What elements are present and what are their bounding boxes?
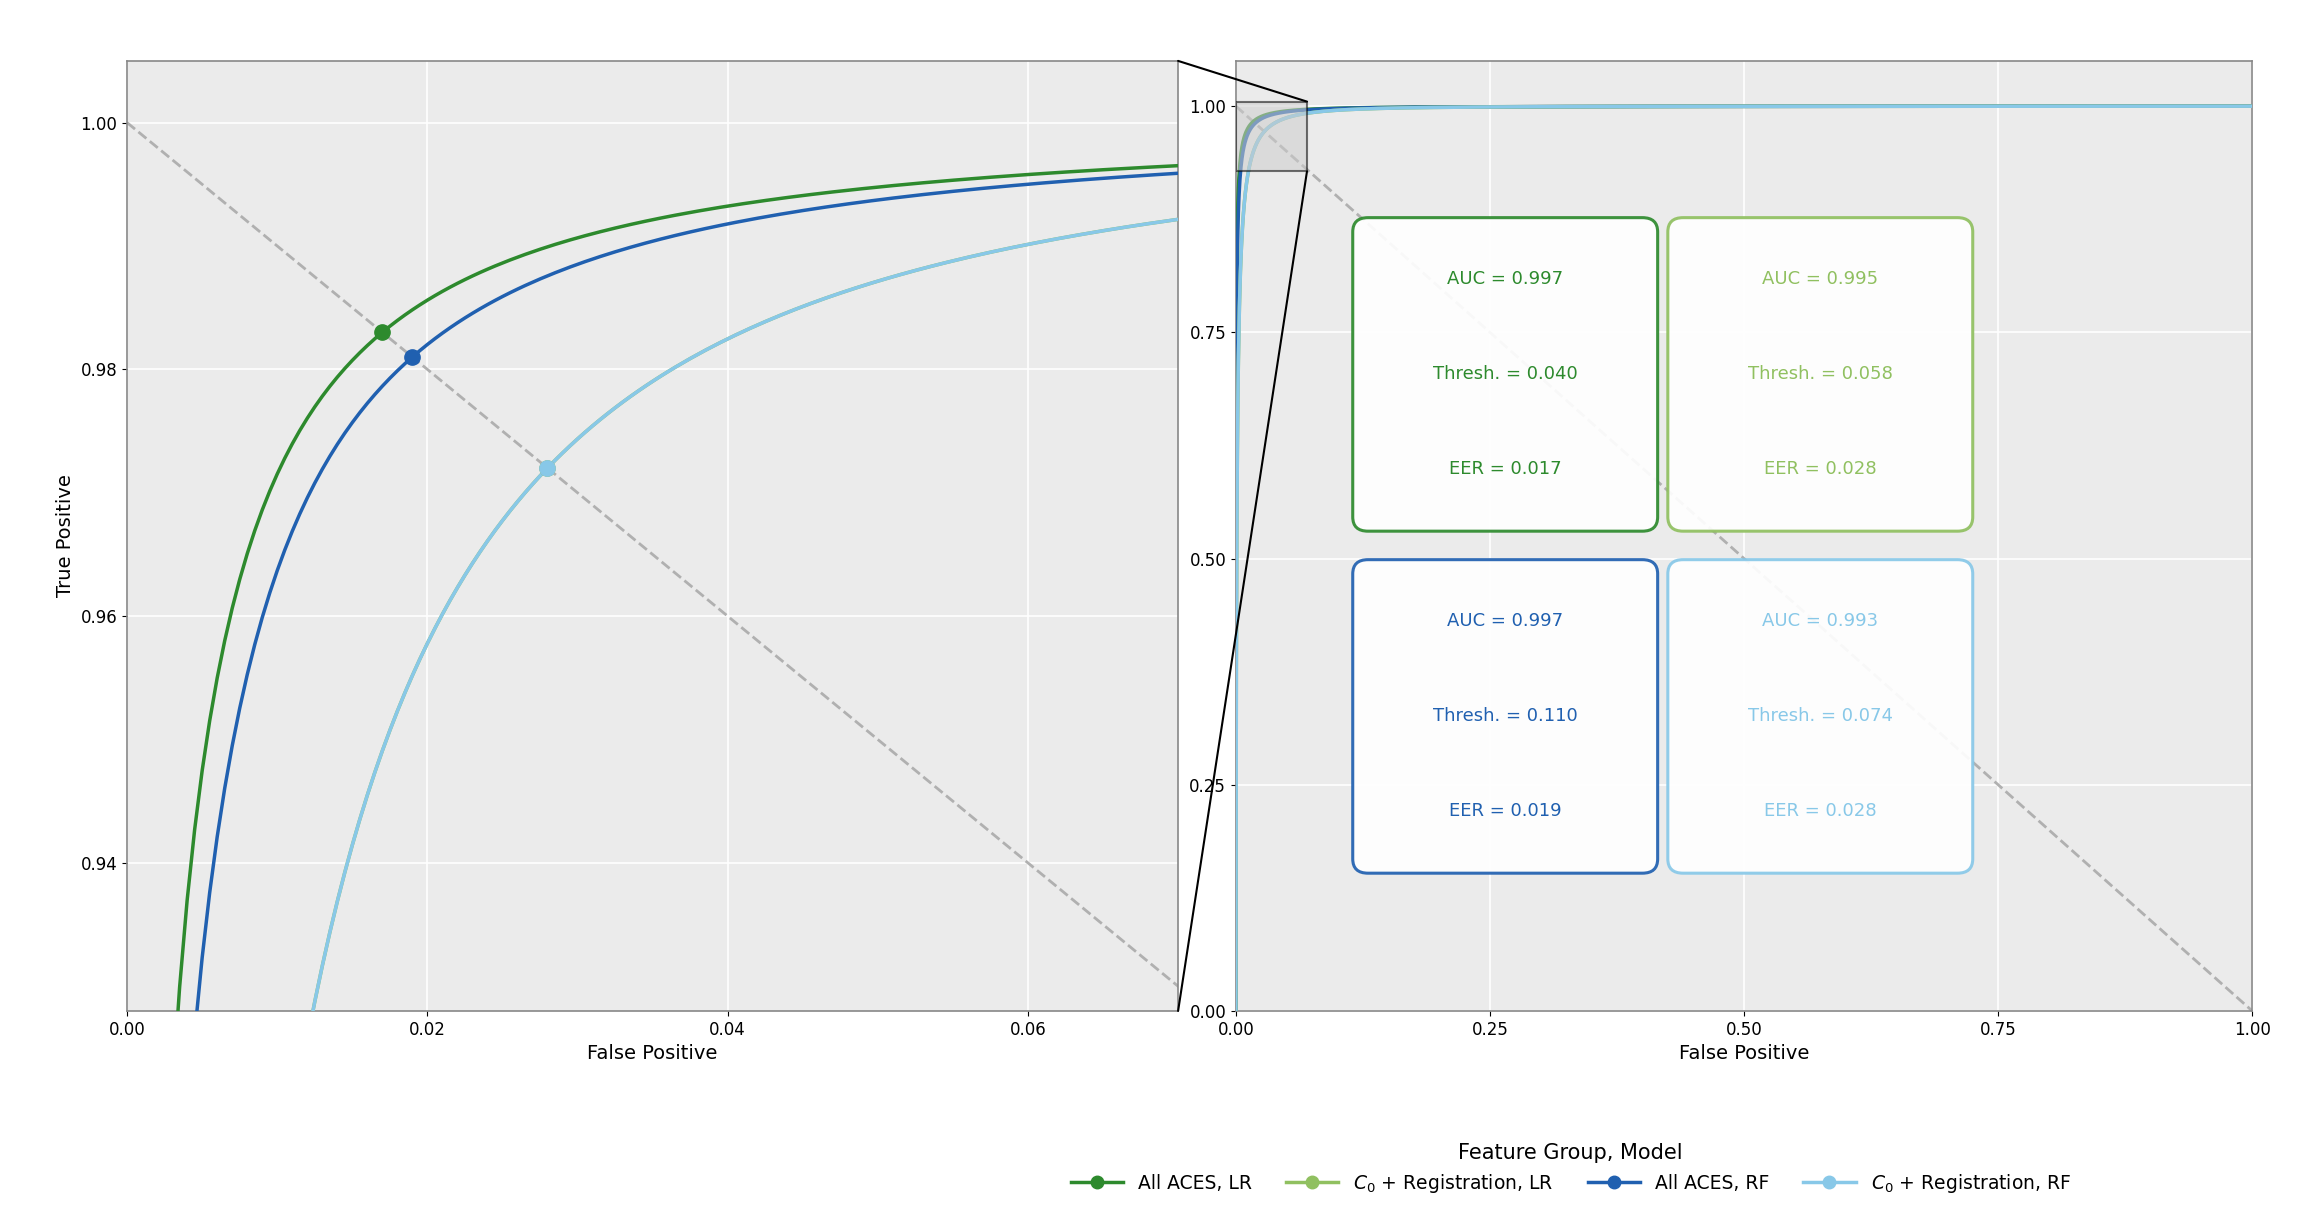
Text: AUC = 0.997: AUC = 0.997 — [1446, 613, 1564, 631]
Text: Thresh. = 0.074: Thresh. = 0.074 — [1749, 708, 1892, 726]
Bar — [1236, 101, 1307, 172]
Text: AUC = 0.995: AUC = 0.995 — [1763, 270, 1878, 289]
Text: AUC = 0.997: AUC = 0.997 — [1446, 270, 1564, 289]
Text: Thresh. = 0.040: Thresh. = 0.040 — [1432, 365, 1578, 384]
Text: EER = 0.028: EER = 0.028 — [1765, 803, 1876, 821]
FancyBboxPatch shape — [1354, 218, 1659, 531]
Legend: All ACES, LR, $C_0$ + Registration, LR, All ACES, RF, $C_0$ + Registration, RF: All ACES, LR, $C_0$ + Registration, LR, … — [1063, 1135, 2079, 1202]
Y-axis label: True Positive: True Positive — [55, 475, 74, 597]
X-axis label: False Positive: False Positive — [587, 1044, 718, 1063]
Text: Thresh. = 0.110: Thresh. = 0.110 — [1432, 708, 1578, 726]
FancyBboxPatch shape — [1668, 560, 1973, 873]
FancyBboxPatch shape — [1668, 218, 1973, 531]
Text: Thresh. = 0.058: Thresh. = 0.058 — [1749, 365, 1892, 384]
X-axis label: False Positive: False Positive — [1679, 1044, 1809, 1063]
Text: EER = 0.017: EER = 0.017 — [1448, 460, 1562, 479]
Text: EER = 0.028: EER = 0.028 — [1765, 460, 1876, 479]
FancyBboxPatch shape — [1354, 560, 1659, 873]
Text: AUC = 0.993: AUC = 0.993 — [1763, 613, 1878, 631]
Text: EER = 0.019: EER = 0.019 — [1448, 803, 1562, 821]
